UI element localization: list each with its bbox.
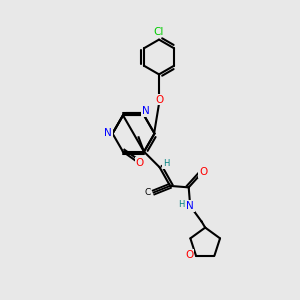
Text: H: H xyxy=(163,159,169,168)
Text: O: O xyxy=(185,250,194,260)
Text: O: O xyxy=(199,167,207,177)
Text: N: N xyxy=(104,128,112,139)
Text: H: H xyxy=(178,200,184,209)
Text: N: N xyxy=(186,201,194,211)
Text: C: C xyxy=(145,188,151,197)
Text: O: O xyxy=(135,158,144,168)
Text: O: O xyxy=(155,94,163,105)
Text: N: N xyxy=(142,106,150,116)
Text: Cl: Cl xyxy=(154,27,164,37)
